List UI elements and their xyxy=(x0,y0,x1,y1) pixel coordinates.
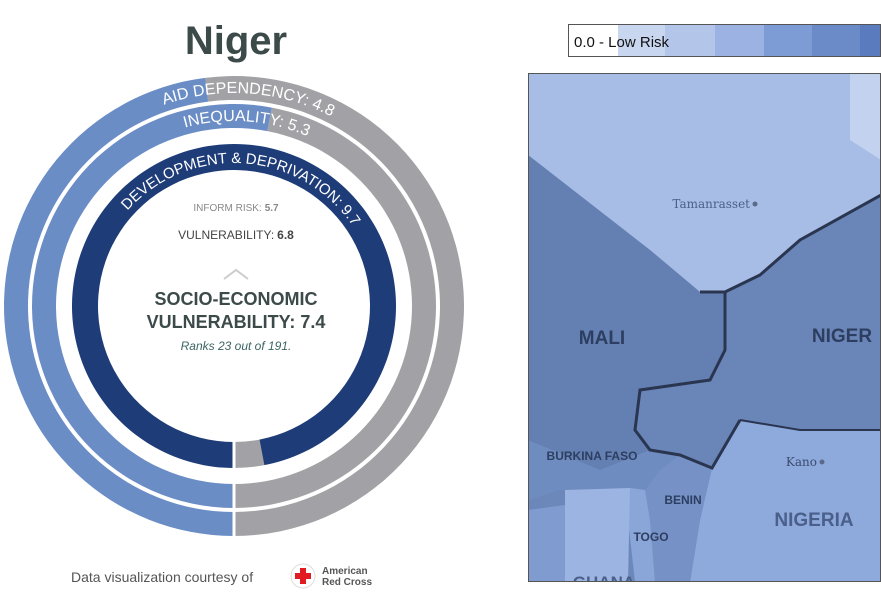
region-ghana xyxy=(565,488,630,582)
map-label: Kano xyxy=(786,455,817,469)
region-niger xyxy=(635,195,881,468)
map-label: MALI xyxy=(579,328,625,349)
legend-swatch xyxy=(665,24,715,57)
inform-risk-value: 5.7 xyxy=(265,203,279,214)
country-title: Niger xyxy=(185,19,287,63)
region-benin xyxy=(645,455,712,582)
map-label: BENIN xyxy=(664,493,701,507)
inform-risk-label: INFORM RISK: xyxy=(193,203,261,214)
vulnerability: VULNERABILITY: 6.8 xyxy=(178,228,294,242)
city-dot xyxy=(752,201,758,207)
legend-swatch xyxy=(764,24,812,57)
legend-label: 0.0 - Low Risk xyxy=(574,34,670,51)
headline-line: VULNERABILITY: 7.4 xyxy=(147,312,326,332)
map-label: BURKINA FASO xyxy=(547,449,638,463)
footer-text: Data visualization courtesy of xyxy=(71,569,253,585)
region-ivory-coast xyxy=(528,505,565,582)
region-togo xyxy=(628,488,655,582)
logo-text: American xyxy=(322,566,368,577)
inform-risk: INFORM RISK: 5.7 xyxy=(193,203,279,214)
border xyxy=(739,419,881,431)
city-dot xyxy=(819,459,825,465)
ring-remainder xyxy=(234,439,265,468)
ring-bar xyxy=(4,77,235,536)
inner-disc xyxy=(100,172,368,440)
map-label: ALGERIA xyxy=(660,56,741,76)
map-label: NIGER xyxy=(812,326,872,347)
niger-border xyxy=(700,193,881,294)
legend-swatch xyxy=(568,24,618,57)
expand-chevron[interactable] xyxy=(223,268,249,280)
map-label: GHANA xyxy=(573,573,635,592)
map[interactable]: ALGERIA Tamanrasset MALI NIGER BURKINA F… xyxy=(528,56,881,592)
map-label: TOGO xyxy=(633,530,668,544)
vulnerability-label: VULNERABILITY: xyxy=(178,228,274,242)
niger-border xyxy=(633,292,742,470)
map-label: Tamanrasset xyxy=(672,197,750,211)
region-burkina xyxy=(528,440,680,500)
legend: 0.0 - Low Risk xyxy=(568,24,881,57)
rank-text: Ranks 23 out of 191. xyxy=(181,339,292,353)
map-label: NIGERIA xyxy=(774,510,853,531)
region-libya xyxy=(850,73,881,160)
legend-swatch xyxy=(715,24,764,57)
ring-remainder xyxy=(234,107,436,508)
region-algeria xyxy=(528,73,881,292)
logo-text: Red Cross xyxy=(322,577,372,588)
legend-swatch xyxy=(618,24,665,57)
logo-cross xyxy=(295,573,311,579)
region-nigeria xyxy=(690,420,881,582)
vulnerability-value: 6.8 xyxy=(277,228,294,242)
legend-swatch xyxy=(812,24,860,57)
region-mali xyxy=(528,155,725,470)
legend-swatch xyxy=(860,24,881,57)
headline-line: SOCIO-ECONOMIC xyxy=(154,289,317,309)
